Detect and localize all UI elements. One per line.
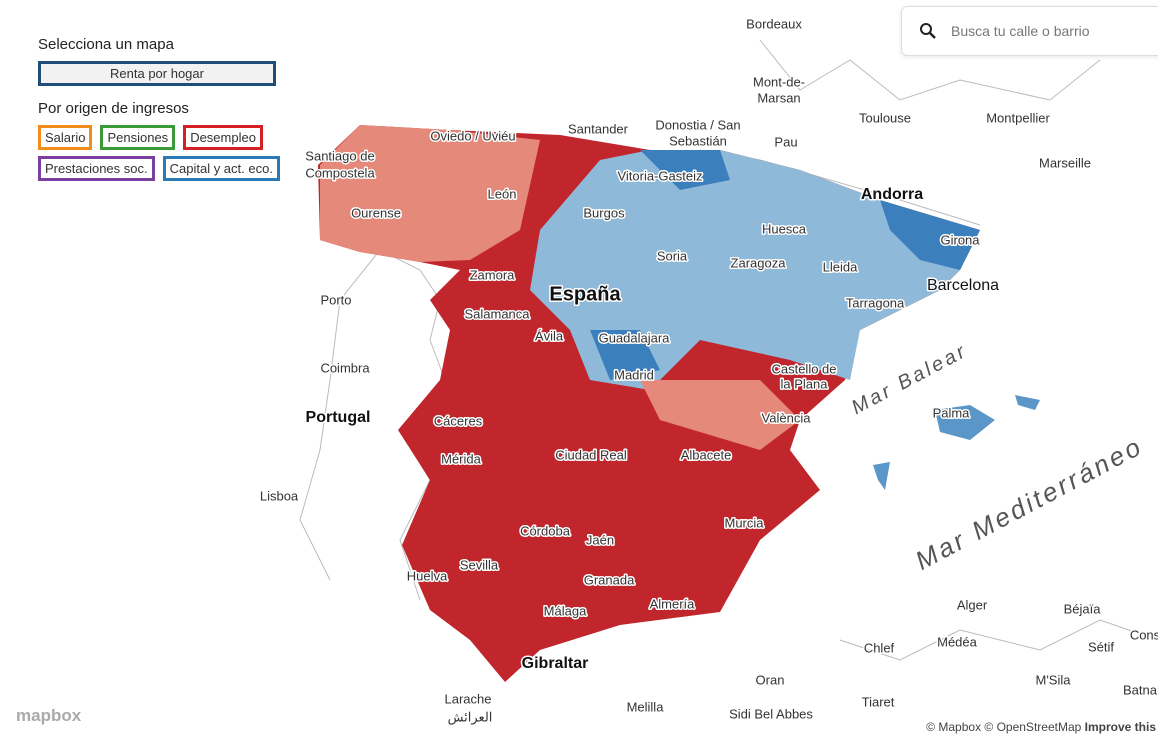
place-label: Murcia xyxy=(724,515,764,530)
place-label: Montpellier xyxy=(986,110,1050,125)
place-label: Pau xyxy=(774,134,797,149)
place-label: Donostia / San xyxy=(655,117,740,132)
place-label: Oviedo / Uviéu xyxy=(430,128,515,143)
map-button[interactable]: Desempleo xyxy=(183,125,263,150)
place-label: València xyxy=(762,410,812,425)
map-button[interactable]: Renta por hogar xyxy=(38,61,276,86)
attribution-text[interactable]: © Mapbox © OpenStreetMap xyxy=(926,720,1082,734)
map-button[interactable]: Prestaciones soc. xyxy=(38,156,155,181)
borders xyxy=(299,39,1158,661)
search-placeholder: Busca tu calle o barrio xyxy=(951,23,1090,39)
place-label: Burgos xyxy=(583,205,625,220)
place-label: Melilla xyxy=(627,699,665,714)
map-selector: Selecciona un mapa Renta por hogar Por o… xyxy=(38,36,288,187)
place-label: Ávila xyxy=(535,328,564,343)
place-label: Cáceres xyxy=(434,413,483,428)
place-label: العرائش xyxy=(448,709,493,725)
country-label: Portugal xyxy=(306,409,371,426)
search-box[interactable]: Busca tu calle o barrio xyxy=(901,6,1158,56)
place-label: Batna xyxy=(1123,682,1158,697)
place-label: Almería xyxy=(650,596,696,611)
section-title: Por origen de ingresos xyxy=(38,100,189,117)
panel-title: Selecciona un mapa xyxy=(38,36,174,53)
place-label: Compostela xyxy=(305,165,375,180)
place-label: Oran xyxy=(756,672,785,687)
place-label: León xyxy=(488,186,517,201)
place-label: Lisboa xyxy=(260,488,299,503)
place-label: Sebastián xyxy=(669,133,727,148)
place-label: Andorra xyxy=(861,186,923,203)
place-label: M'Sila xyxy=(1036,672,1072,687)
place-label: Castello de xyxy=(771,361,836,376)
place-label: Coimbra xyxy=(320,360,370,375)
place-label: Madrid xyxy=(614,367,654,382)
place-label: Jaén xyxy=(586,532,614,547)
place-label: Córdoba xyxy=(520,523,571,538)
place-label: Palma xyxy=(933,405,971,420)
place-label: Málaga xyxy=(544,603,587,618)
place-label: Béjaïa xyxy=(1064,601,1102,616)
place-label: Mont-de- xyxy=(753,74,805,89)
place-label: Gibraltar xyxy=(522,655,589,672)
place-label: Zaragoza xyxy=(731,255,787,270)
attribution: © Mapbox © OpenStreetMap Improve this xyxy=(924,720,1158,734)
place-label: Tiaret xyxy=(862,694,895,709)
place-label: Marsan xyxy=(757,90,800,105)
place-label: Santander xyxy=(568,121,629,136)
map-button[interactable]: Pensiones xyxy=(100,125,176,150)
place-label: Lleida xyxy=(823,259,858,274)
mapbox-logo[interactable]: mapbox xyxy=(16,706,82,725)
place-label: Ourense xyxy=(351,205,401,220)
place-label: Albacete xyxy=(681,447,732,462)
place-label: Salamanca xyxy=(464,306,530,321)
place-label: Granada xyxy=(584,572,635,587)
north-pink xyxy=(320,125,800,450)
place-label: Barcelona xyxy=(927,277,999,294)
map-button[interactable]: Salario xyxy=(38,125,93,150)
sea-label: Mar Mediterráneo xyxy=(910,430,1148,575)
place-label: Porto xyxy=(320,292,351,307)
place-label: Marseille xyxy=(1039,155,1091,170)
northeast-blue xyxy=(590,150,980,380)
place-label: Médéa xyxy=(937,634,978,649)
search-icon xyxy=(920,23,936,39)
place-label: Cons xyxy=(1130,627,1158,642)
place-label: Girona xyxy=(940,232,980,247)
place-label: Soria xyxy=(657,248,688,263)
place-label: Sétif xyxy=(1088,639,1114,654)
place-label: Guadalajara xyxy=(599,330,671,345)
place-label: Zamora xyxy=(470,267,516,282)
place-label: Santiago de xyxy=(305,148,374,163)
place-label: Sevilla xyxy=(460,557,499,572)
place-label: Mérida xyxy=(441,451,482,466)
place-label: Larache xyxy=(445,691,492,706)
place-label: Ciudad Real xyxy=(555,447,627,462)
place-label: Sidi Bel Abbes xyxy=(729,706,813,721)
place-label: Tarragona xyxy=(846,295,905,310)
place-label: Huesca xyxy=(762,221,807,236)
place-label: Bordeaux xyxy=(746,16,802,31)
place-label: la Plana xyxy=(781,376,829,391)
place-label: Huelva xyxy=(407,568,448,583)
place-label: Toulouse xyxy=(859,110,911,125)
country-label: España xyxy=(549,283,621,305)
place-label: Vitoria-Gasteiz xyxy=(617,168,702,183)
balearic xyxy=(873,395,1040,490)
improve-link[interactable]: Improve this xyxy=(1084,720,1156,734)
north-blue xyxy=(530,150,980,390)
place-label: Chlef xyxy=(864,640,895,655)
map-button[interactable]: Capital y act. eco. xyxy=(162,156,280,181)
place-label: Alger xyxy=(957,597,988,612)
